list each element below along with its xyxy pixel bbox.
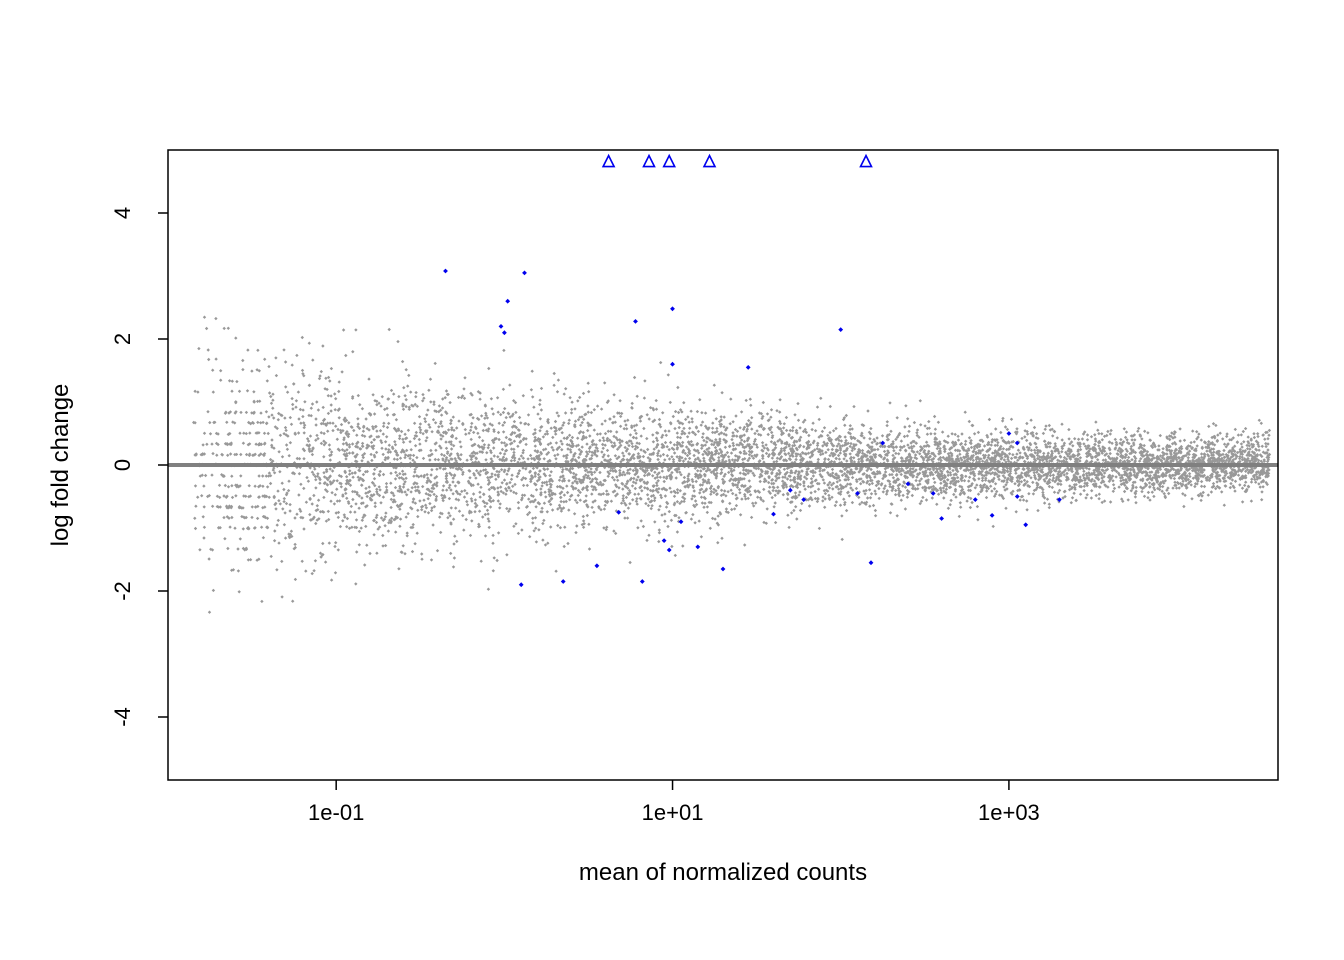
x-tick-label: 1e+03 [978, 800, 1040, 825]
ma-plot: 1e-01 1e+01 1e+03 -4 -2 0 2 4 mean of normalized… [0, 0, 1344, 960]
x-tick-label: 1e-01 [308, 800, 364, 825]
x-axis-label: mean of normalized counts [579, 859, 867, 886]
y-tick-label: 0 [110, 459, 135, 471]
y-axis-label: log fold change [47, 384, 74, 547]
y-tick-label: -2 [110, 581, 135, 601]
ma-plot-svg: 1e-01 1e+01 1e+03 -4 -2 0 2 4 mean of normalized… [0, 0, 1344, 960]
x-tick-label: 1e+01 [642, 800, 704, 825]
y-tick-label: 4 [110, 207, 135, 219]
y-tick-label: 2 [110, 333, 135, 345]
y-tick-label: -4 [110, 707, 135, 727]
